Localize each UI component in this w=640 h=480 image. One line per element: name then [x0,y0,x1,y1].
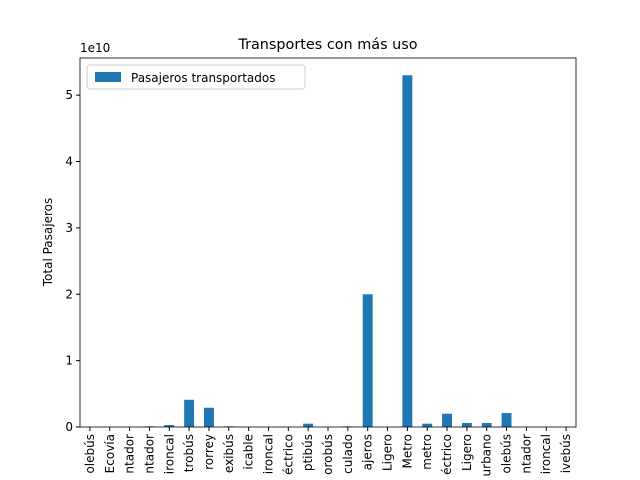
x-tick-label: urbano [480,434,494,476]
x-tick-label: ivebús [559,434,573,473]
x-tick-label: olebús [500,434,514,474]
x-tick-label: Ligero [381,434,395,471]
bar [204,407,214,427]
x-tick-label: Ecovía [103,434,117,473]
bar [362,294,373,427]
plot-frame [79,57,577,428]
x-tick-label: icable [242,434,256,470]
x-tick-label: Metro [400,434,414,468]
bar [303,423,314,427]
bar [422,423,433,427]
bar [481,423,492,427]
chart-title: Transportes con más uso [237,37,417,53]
legend-label: Pasajeros transportados [131,71,275,85]
bar [184,399,195,427]
x-tick-label: ntador [142,434,156,474]
x-tick-label: ajeros [361,434,375,470]
y-tick-label: 0 [65,420,73,434]
y-tick-label: 5 [65,88,73,102]
x-tick-label: olebús [83,434,97,474]
x-tick-label: metro [420,434,434,470]
x-tick-label: trobús [182,434,196,472]
x-tick-label: orobús [321,434,335,475]
x-tick-label: ironcal [261,434,275,474]
x-tick-label: ntador [123,434,137,474]
legend-swatch [95,72,121,82]
x-tick-label: exibús [222,434,236,473]
bar [164,425,175,427]
x-tick-label: Ligero [460,434,474,471]
y-tick-label: 3 [65,221,73,235]
x-tick-label: culado [341,434,355,474]
y-tick-label: 1 [65,354,73,368]
x-tick-label: ironcal [539,434,553,474]
offset-label: 1e10 [80,41,110,55]
y-axis-label: Total Pasajeros [41,198,55,287]
legend-box [86,64,306,90]
x-tick-label: ptibús [301,434,315,471]
x-tick-label: éctrico [281,434,295,475]
y-tick-label: 4 [65,155,73,169]
bar [442,413,452,427]
bar [461,423,472,427]
x-tick-label: éctrico [440,434,454,475]
bar [501,413,512,427]
bar [402,75,413,427]
x-tick-label: rorrey [202,434,216,470]
y-tick-label: 2 [65,287,73,301]
x-tick-label: ntador [519,434,533,474]
x-tick-label: ironcal [162,434,176,474]
